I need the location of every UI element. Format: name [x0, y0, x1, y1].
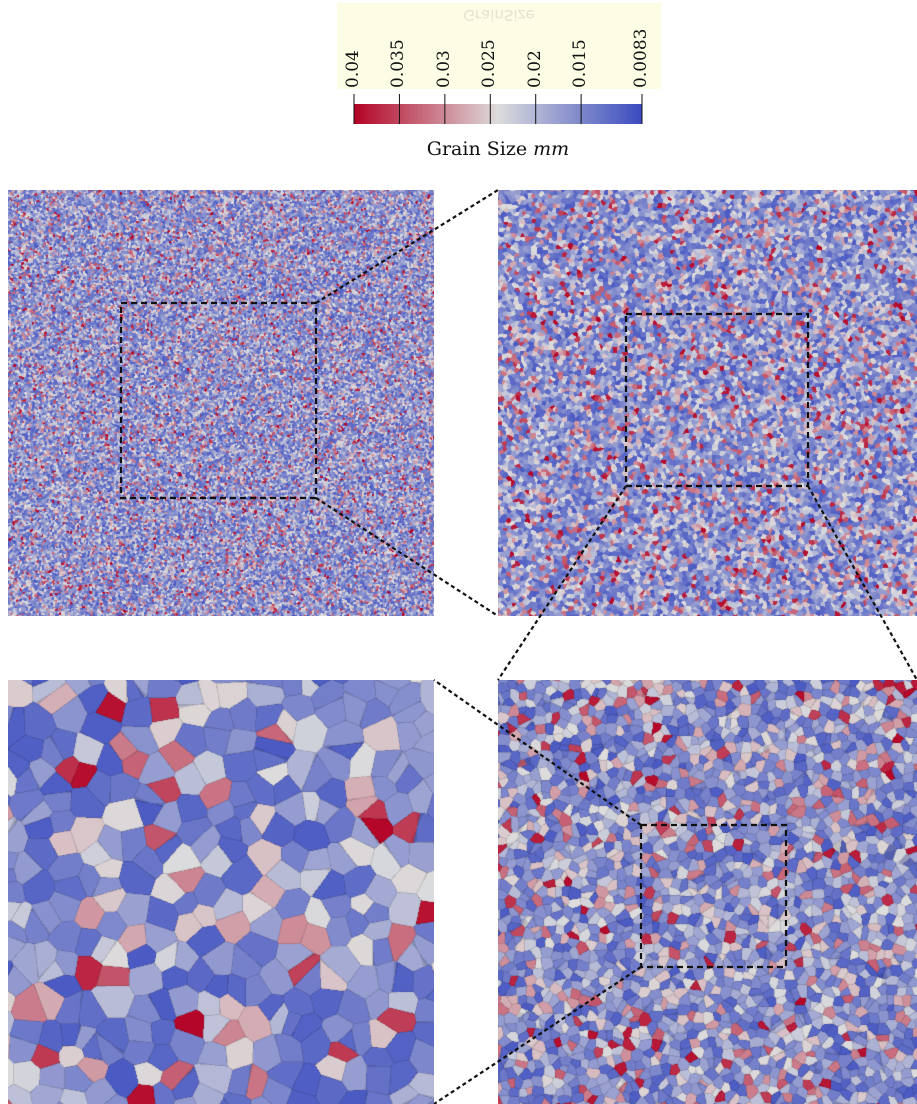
colorbar-tick-label-4: 0.02 [524, 50, 545, 88]
colorbar-title-text: Grain Size [426, 138, 528, 160]
colorbar-tick-label-0: 0.04 [343, 50, 363, 88]
colorbar-title-unit: mm [533, 138, 570, 160]
panel-zoom-3 [498, 680, 917, 1104]
colorbar-tick-label-3: 0.025 [479, 39, 500, 88]
colorbar-tick-label-2: 0.03 [433, 50, 454, 88]
colorbar-tick-label-6: 0.0083 [631, 28, 651, 88]
colorbar-legend-box: GrainSize [337, 3, 661, 89]
panel-overview [8, 190, 434, 616]
grain-map-zoom-2 [498, 190, 917, 616]
grain-map-overview [8, 190, 434, 616]
panel-zoom-4 [8, 680, 434, 1104]
colorbar-title: Grain Size mm [354, 138, 642, 160]
grain-map-zoom-4 [8, 680, 434, 1104]
colorbar-tick-label-1: 0.035 [388, 39, 409, 88]
colorbar-tick-label-5: 0.015 [570, 39, 591, 88]
panel-zoom-2 [498, 190, 917, 616]
colorbar-gradient [354, 104, 642, 124]
grain-map-zoom-3 [498, 680, 917, 1104]
colorbar-mirrored-title: GrainSize [463, 6, 535, 24]
